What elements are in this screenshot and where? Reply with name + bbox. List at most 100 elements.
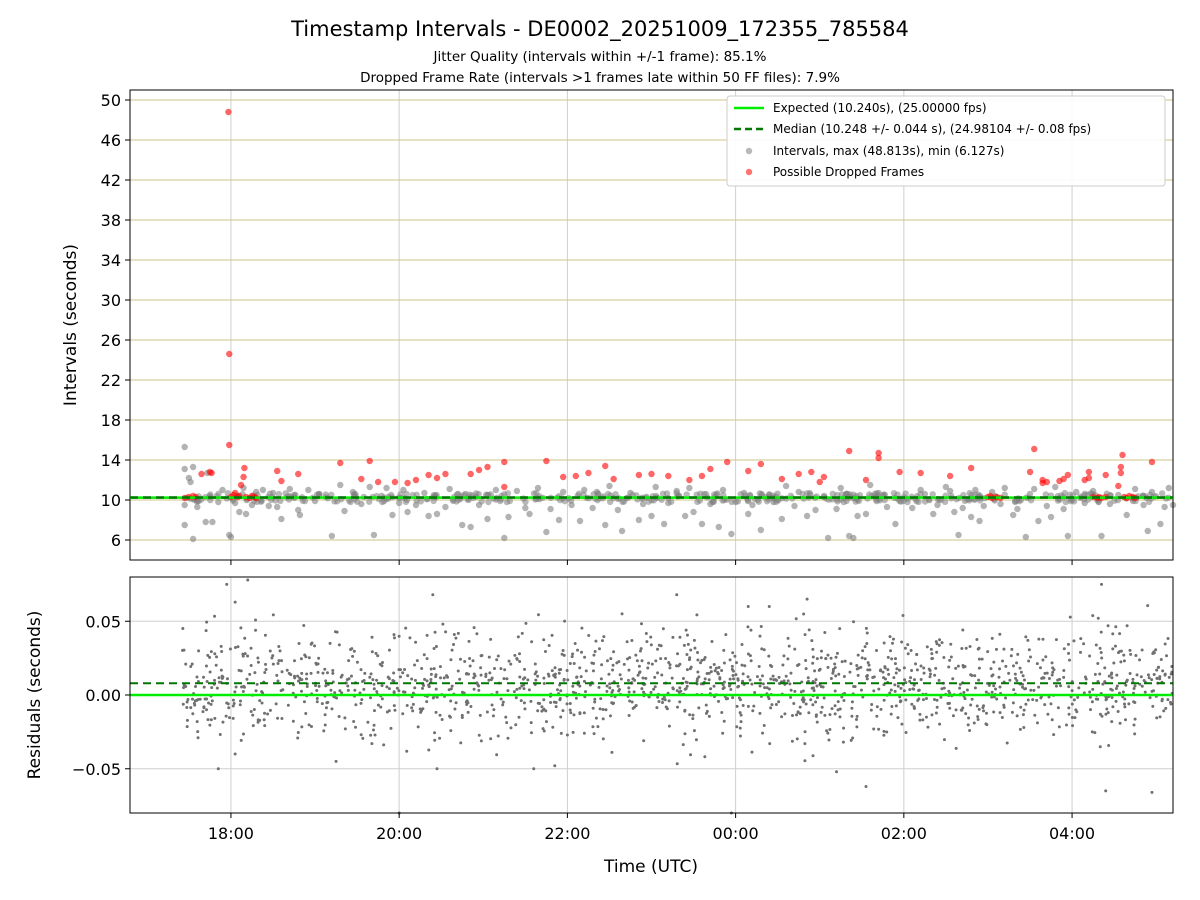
residual-point: [728, 677, 732, 681]
residual-point: [518, 686, 522, 690]
residual-point: [1016, 652, 1020, 656]
residual-point: [317, 656, 321, 660]
residual-point: [401, 712, 405, 716]
residual-point: [863, 645, 867, 649]
residual-point: [1038, 666, 1042, 670]
residual-point: [582, 679, 586, 683]
residual-point: [707, 671, 711, 675]
residual-point: [1068, 615, 1072, 619]
residual-point: [239, 738, 243, 742]
residual-point: [460, 713, 464, 717]
residual-point: [587, 634, 591, 638]
residual-point: [505, 721, 509, 725]
residual-point: [307, 656, 311, 660]
residual-point: [865, 674, 869, 678]
residual-point: [921, 718, 925, 722]
residual-point: [761, 731, 765, 735]
interval-point: [305, 486, 312, 494]
residual-point: [477, 733, 481, 737]
residual-point: [741, 703, 745, 707]
residual-point: [749, 659, 753, 663]
dropped-frame-point: [757, 460, 765, 468]
residual-point: [912, 683, 916, 687]
residual-point: [520, 631, 524, 635]
residual-point: [517, 715, 521, 719]
residual-point: [1027, 659, 1031, 663]
residual-point: [889, 649, 893, 653]
interval-point: [976, 517, 983, 525]
residual-point: [233, 600, 237, 604]
residual-point: [787, 644, 791, 648]
residual-point: [493, 667, 497, 671]
residual-point: [351, 654, 355, 658]
residual-point: [1027, 648, 1031, 652]
residual-point: [372, 687, 376, 691]
residual-point: [855, 718, 859, 722]
residual-point: [811, 703, 815, 707]
interval-point: [1054, 497, 1062, 504]
residual-point: [851, 736, 855, 740]
residual-point: [829, 656, 833, 660]
residual-point: [608, 714, 612, 718]
residual-point: [823, 713, 827, 717]
residual-point: [775, 678, 779, 682]
residual-point: [659, 657, 663, 661]
residual-point: [990, 695, 994, 699]
residual-point: [906, 643, 910, 647]
residual-point: [413, 678, 417, 682]
interval-point: [652, 483, 659, 491]
residual-point: [652, 687, 656, 691]
dropped-frame-point: [278, 477, 285, 485]
residual-point: [542, 682, 546, 686]
interval-point: [484, 515, 491, 523]
interval-point: [513, 487, 521, 495]
residual-point: [518, 660, 522, 664]
residual-point: [1138, 658, 1142, 662]
residual-point: [206, 718, 210, 722]
residual-point: [534, 678, 538, 682]
residual-point: [663, 698, 667, 702]
residual-point: [739, 720, 743, 724]
residual-point: [897, 668, 901, 672]
residual-point: [872, 727, 876, 731]
dropped-frame-point: [917, 469, 924, 477]
residual-point: [1151, 651, 1155, 655]
residual-point: [601, 708, 605, 712]
residual-point: [942, 655, 946, 659]
interval-point: [504, 490, 512, 497]
residual-point: [729, 687, 733, 691]
residual-point: [352, 719, 356, 723]
dropped-frame-point: [241, 464, 248, 472]
residual-point: [780, 715, 784, 719]
residual-point: [865, 642, 869, 646]
residual-point: [429, 672, 433, 676]
residual-point: [276, 679, 280, 683]
interval-point: [412, 501, 420, 509]
interval-point: [618, 527, 626, 535]
residual-point: [1112, 661, 1116, 665]
residual-point: [300, 671, 304, 675]
residual-point: [1009, 654, 1013, 658]
residual-point: [735, 661, 739, 665]
residual-point: [467, 639, 471, 643]
residual-point: [689, 648, 693, 652]
interval-point: [397, 491, 404, 498]
residual-point: [870, 702, 874, 706]
residual-point: [286, 703, 290, 707]
residual-point: [843, 659, 847, 663]
residual-point: [370, 635, 374, 639]
residual-point: [433, 630, 437, 634]
residual-point: [184, 662, 188, 666]
residual-point: [685, 684, 689, 688]
interval-point: [1144, 527, 1151, 535]
interval-point: [719, 486, 727, 494]
residual-point: [335, 696, 339, 700]
residual-point: [214, 663, 218, 667]
residual-point: [446, 675, 450, 679]
residual-point: [998, 711, 1002, 715]
residual-point: [1098, 745, 1102, 749]
residual-point: [767, 654, 771, 658]
residual-point: [435, 767, 439, 771]
residual-point: [875, 714, 879, 718]
